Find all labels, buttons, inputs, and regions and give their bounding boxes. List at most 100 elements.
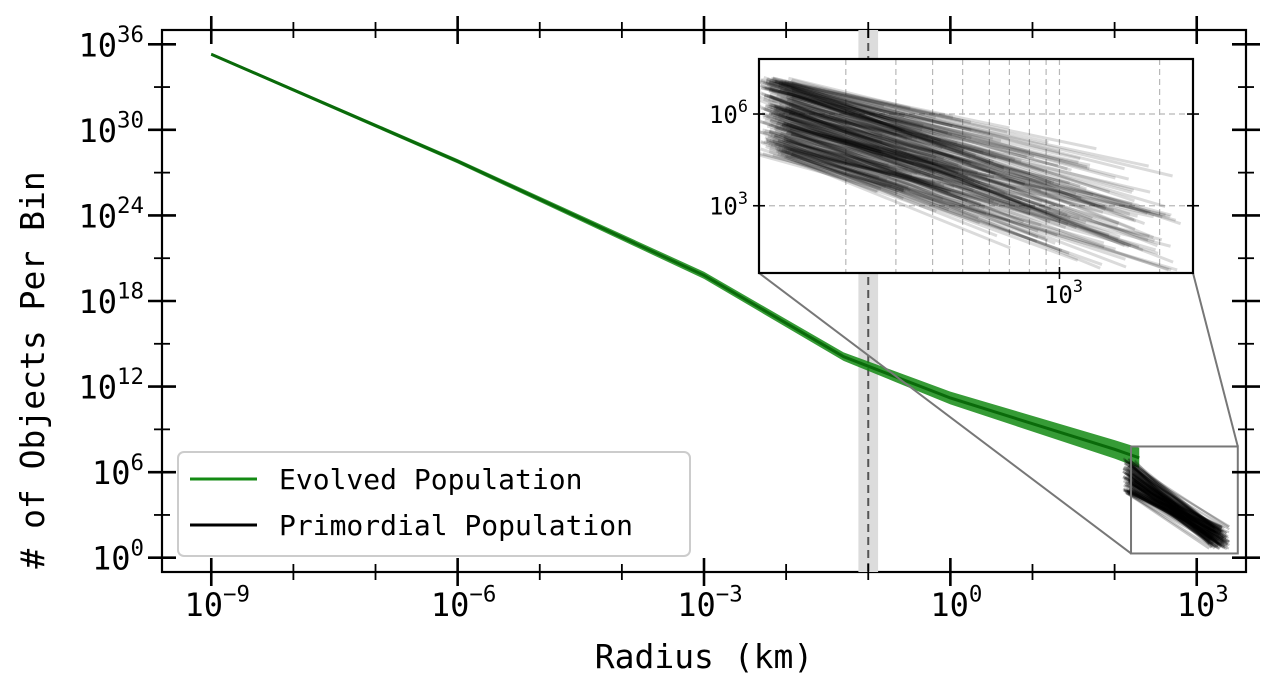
inset-primordial-line bbox=[790, 154, 880, 179]
primordial-line bbox=[1132, 478, 1222, 533]
primordial-line bbox=[1133, 464, 1218, 534]
inset-primordial-line bbox=[780, 149, 1049, 242]
inset-primordial-line bbox=[778, 144, 1032, 212]
primordial-line bbox=[1122, 488, 1226, 543]
inset-primordial-line bbox=[778, 101, 959, 175]
tick-label: 106 bbox=[92, 450, 144, 492]
inset-primordial-line bbox=[764, 118, 1115, 212]
inset-primordial-line bbox=[773, 143, 962, 211]
inset-primordial-line bbox=[764, 93, 954, 159]
tick-label-exponent: 3 bbox=[1073, 276, 1083, 296]
tick-label: 106 bbox=[709, 96, 748, 129]
primordial-line bbox=[1133, 459, 1214, 545]
inset-primordial-line bbox=[791, 81, 885, 108]
tick-label-exponent: −9 bbox=[223, 582, 250, 608]
inset-primordial-line bbox=[772, 76, 1010, 141]
inset-primordial-line bbox=[783, 139, 1069, 226]
inset-primordial-line bbox=[786, 98, 984, 154]
inset-primordial-line bbox=[777, 114, 1070, 185]
inset-primordial-line bbox=[765, 137, 1157, 252]
primordial-line bbox=[1129, 462, 1223, 548]
inset-primordial-line bbox=[767, 86, 923, 132]
inset-primordial-line bbox=[781, 124, 1064, 208]
inset-primordial-line bbox=[774, 79, 1173, 178]
inset-primordial-line bbox=[759, 120, 1080, 220]
inset-primordial-line bbox=[781, 149, 981, 225]
primordial-line bbox=[1132, 478, 1211, 539]
inset-primordial-line bbox=[787, 148, 1163, 242]
tick-label-exponent: −3 bbox=[716, 582, 743, 608]
inset-primordial-line bbox=[777, 138, 979, 220]
primordial-line bbox=[1126, 465, 1212, 529]
primordial-line bbox=[1125, 489, 1221, 539]
primordial-line bbox=[1123, 458, 1222, 546]
zoom-connector-right bbox=[1192, 272, 1239, 447]
x-axis-label: Radius (km) bbox=[595, 637, 814, 676]
inset-primordial-line bbox=[759, 95, 1126, 248]
inset-primordial-line bbox=[760, 141, 998, 238]
axis-ticks bbox=[148, 16, 1260, 586]
primordial-line bbox=[1124, 476, 1211, 545]
tick-label: 103 bbox=[1044, 276, 1083, 309]
primordial-line bbox=[1128, 489, 1211, 543]
inset-primordial-line bbox=[769, 147, 899, 195]
inset-primordial-line bbox=[758, 130, 905, 193]
inset-primordial-line bbox=[769, 95, 1133, 194]
inset-primordial-line bbox=[778, 147, 987, 215]
primordial-line bbox=[1127, 468, 1219, 544]
primordial-line bbox=[1129, 489, 1221, 528]
inset-primordial-line bbox=[779, 117, 882, 154]
primordial-line bbox=[1128, 470, 1210, 532]
tick-label-base: 10 bbox=[79, 112, 118, 150]
primordial-line bbox=[1123, 477, 1221, 545]
inset-primordial-line bbox=[778, 80, 1135, 203]
primordial-population-series bbox=[1122, 457, 1231, 551]
primordial-line bbox=[1130, 468, 1228, 547]
inset-primordial-line bbox=[768, 88, 1166, 209]
inset-primordial-line bbox=[789, 138, 944, 201]
inset-primordial-line bbox=[760, 106, 937, 159]
primordial-line bbox=[1124, 489, 1230, 550]
inset-primordial-line bbox=[773, 104, 1163, 219]
inset-primordial-line bbox=[764, 129, 1087, 224]
inset-primordial-line bbox=[789, 111, 962, 169]
primordial-line bbox=[1125, 481, 1223, 547]
primordial-line bbox=[1123, 489, 1227, 537]
inset-primordial-line bbox=[770, 103, 1052, 211]
primordial-line bbox=[1129, 475, 1217, 548]
inset-primordial-line bbox=[762, 113, 1130, 249]
primordial-line bbox=[1131, 486, 1228, 551]
primordial-line bbox=[1126, 489, 1218, 540]
primordial-line bbox=[1127, 457, 1229, 538]
inset-primordial-line bbox=[781, 79, 962, 122]
inset-primordial-line bbox=[772, 98, 1091, 167]
inset-primordial-line bbox=[779, 88, 967, 140]
inset-primordial-line bbox=[772, 104, 969, 178]
tick-label-exponent: 0 bbox=[969, 582, 982, 608]
inset-primordial-line bbox=[770, 95, 972, 165]
inset-primordial-line bbox=[764, 86, 913, 136]
inset-ticks bbox=[753, 113, 1199, 279]
inset-primordial-line bbox=[763, 140, 944, 181]
inset-primordial-line bbox=[777, 152, 1011, 250]
inset-primordial-line bbox=[790, 101, 1025, 187]
inset-primordial-line bbox=[782, 143, 980, 208]
inset-primordial-line bbox=[774, 80, 1087, 191]
inset-primordial-line bbox=[768, 130, 1093, 220]
primordial-line bbox=[1127, 464, 1226, 545]
inset-primordial-line bbox=[769, 92, 1035, 159]
tick-label-exponent: 3 bbox=[1215, 582, 1228, 608]
inset-primordial-line bbox=[763, 93, 978, 174]
tick-label-base: 10 bbox=[1044, 281, 1073, 309]
inset-primordial-line bbox=[790, 131, 1036, 209]
inset-primordial-line bbox=[783, 146, 942, 185]
inset-primordial-line bbox=[770, 112, 1008, 196]
primordial-line bbox=[1129, 463, 1225, 533]
inset-primordial-line bbox=[772, 138, 921, 175]
inset-primordial-line bbox=[775, 142, 950, 211]
inset-primordial-line bbox=[769, 81, 905, 118]
primordial-line bbox=[1128, 464, 1216, 530]
inset-primordial-line bbox=[769, 127, 884, 158]
primordial-line bbox=[1123, 460, 1215, 544]
inset-primordial-line bbox=[783, 135, 1127, 269]
